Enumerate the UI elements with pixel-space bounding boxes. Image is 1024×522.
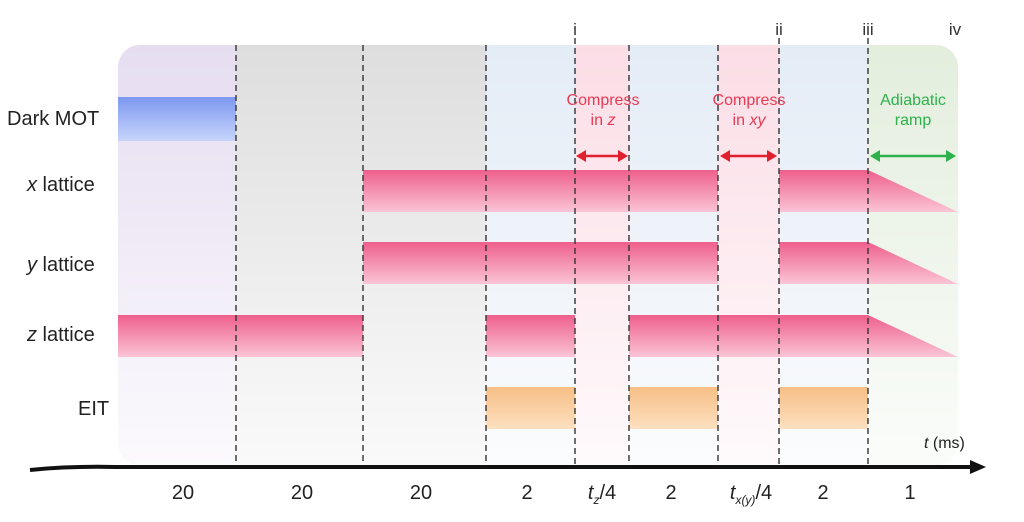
marker-ii: ii: [775, 20, 783, 39]
eit-pulse-3: [779, 387, 868, 429]
dark-mot-pulse: [118, 97, 236, 141]
y-lattice-pulse-1: [363, 242, 718, 284]
marker-iv: iv: [948, 20, 962, 39]
channel-label-eit: EIT: [78, 398, 110, 420]
stage-boundaries: [235, 38, 869, 465]
adiabatic-ramp-annotation: Adiabatic ramp: [880, 92, 946, 129]
time-axis: [29, 460, 986, 474]
compress-xy-arrow: [720, 150, 777, 162]
channel-label-x-lattice: x lattice: [27, 174, 95, 196]
compress-xy-annotation: Compress in xy: [712, 92, 786, 129]
channel-label-y-lattice: y lattice: [27, 254, 95, 276]
duration-9: 1: [904, 482, 916, 504]
duration-7: tx(y)/4: [729, 482, 773, 507]
eit-pulse-1: [486, 387, 575, 429]
channel-label-dark-mot: Dark MOT: [7, 108, 100, 130]
z-lattice-pulse-1: [118, 315, 363, 357]
duration-1: 20: [171, 482, 195, 504]
duration-5: tz/4: [587, 482, 617, 507]
z-lattice-pulse-2: [486, 315, 575, 357]
duration-8: 2: [817, 482, 829, 504]
duration-2: 20: [290, 482, 314, 504]
marker-i: i: [573, 20, 577, 39]
time-axis-label: t (ms): [924, 435, 965, 452]
adiabatic-ramp-arrow: [870, 150, 956, 162]
marker-iii: iii: [862, 20, 874, 39]
duration-3: 20: [409, 482, 433, 504]
compress-z-annotation: Compress in z: [566, 92, 640, 129]
duration-6: 2: [665, 482, 677, 504]
z-lattice-pulse-3: [629, 315, 958, 357]
x-lattice-pulse-1: [363, 170, 718, 212]
channel-label-z-lattice: z lattice: [27, 324, 95, 346]
duration-4: 2: [521, 482, 533, 504]
compress-z-arrow: [576, 150, 628, 162]
eit-pulse-2: [629, 387, 718, 429]
